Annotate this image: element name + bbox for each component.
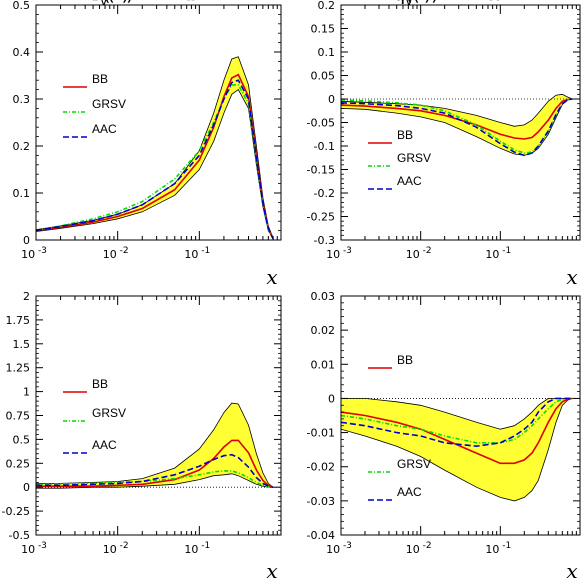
y-tick-label: 0 xyxy=(328,93,335,106)
legend-label-grsv: GRSV xyxy=(397,457,431,471)
y-tick-label: -0.01 xyxy=(307,427,335,440)
legend-label-aac: AAC xyxy=(397,485,422,499)
y-tick-label: 0 xyxy=(23,481,30,494)
series-line-bb xyxy=(340,98,573,140)
y-tick-label: 2 xyxy=(23,290,30,303)
x-tick-label: 10 -2 xyxy=(103,246,129,261)
series-line-bb xyxy=(340,397,573,465)
y-tick-label: 1.75 xyxy=(6,314,31,327)
legend-label-bb: BB xyxy=(92,72,108,86)
x-axis-label: x xyxy=(566,559,577,581)
y-tick-label: 0.2 xyxy=(318,0,336,12)
uncertainty-band xyxy=(35,402,275,489)
x-axis-label: x xyxy=(566,265,577,289)
panel-xdu-valence: 0 0.1 0.2 0.3 0.4 0.5 10 -3 10 -2 10 -1 xΔuv(x) −… xyxy=(13,0,282,289)
legend-label-aac: AAC xyxy=(92,438,117,452)
panel-title: xΔuv(x) − NLO xyxy=(64,0,201,8)
y-tick-label: -0.03 xyxy=(307,495,335,508)
y-tick-label: 0.5 xyxy=(13,433,31,446)
x-tick-label: 10 -2 xyxy=(103,541,129,556)
y-tick-label: 0.3 xyxy=(13,93,31,106)
y-tick-label: 0.05 xyxy=(311,70,336,83)
legend-label-grsv: GRSV xyxy=(397,151,431,165)
y-tick-label: 0 xyxy=(23,234,30,247)
y-tick-label: -0.1 xyxy=(314,140,335,153)
y-tick-label: 0.03 xyxy=(311,290,336,303)
legend-label-bb: BB xyxy=(397,128,413,142)
legend-label-bb: BB xyxy=(92,377,108,391)
x-tick-label: 10 -1 xyxy=(485,541,511,556)
y-tick-label: -0.2 xyxy=(314,187,335,200)
series-line-aac xyxy=(35,79,274,239)
y-tick-label: 0.1 xyxy=(318,46,336,59)
y-tick-label: 0.75 xyxy=(6,410,31,423)
y-tick-label: 0.2 xyxy=(13,140,31,153)
legend-label-grsv: GRSV xyxy=(92,406,126,420)
x-axis-label: x xyxy=(266,265,277,289)
x-tick-label: 10 -2 xyxy=(406,246,432,261)
y-tick-label: -0.25 xyxy=(307,211,335,224)
y-tick-label: -0.04 xyxy=(307,529,335,542)
x-tick-label: 10 -3 xyxy=(21,246,47,261)
series-line-grsv xyxy=(340,397,573,444)
y-tick-label: 0.01 xyxy=(311,358,336,371)
x-tick-label: 10 -3 xyxy=(326,246,352,261)
y-tick-label: 1 xyxy=(23,386,30,399)
panel-title: xΔq̄(x) − NLO xyxy=(369,0,498,5)
y-tick-label: 0.25 xyxy=(6,457,31,470)
y-tick-label: -0.15 xyxy=(307,164,335,177)
x-tick-label: 10 -1 xyxy=(485,246,511,261)
y-tick-label: 1.25 xyxy=(6,362,31,375)
series-line-grsv xyxy=(35,470,274,488)
y-tick-label: 0.02 xyxy=(311,324,336,337)
panel-title: xΔG(x) − NLO xyxy=(64,0,196,5)
y-tick-label: 0.15 xyxy=(311,23,336,36)
legend-label-bb: BB xyxy=(397,353,413,367)
y-tick-label: 0 xyxy=(328,392,335,405)
series-line-bb xyxy=(36,439,274,488)
panel-xdqbar-sea: -0.04 -0.03 -0.02 -0.01 0 0.01 0.02 0.03 10 -3 10… xyxy=(307,0,581,581)
panel-xdg-gluon: -0.5 -0.25 0 0.25 0.5 0.75 1 1.25 1.5 1.75 2 10 -3 1… xyxy=(2,0,282,581)
y-tick-label: -0.25 xyxy=(2,505,30,518)
panel-title: xΔdv(x) − NLO xyxy=(369,0,506,8)
x-tick-label: 10 -3 xyxy=(21,541,47,556)
y-tick-label: 0.5 xyxy=(13,0,31,12)
legend-label-grsv: GRSV xyxy=(92,97,126,111)
uncertainty-band xyxy=(35,56,274,241)
y-tick-label: -0.3 xyxy=(314,234,335,247)
x-tick-label: 10 -2 xyxy=(406,541,432,556)
y-tick-label: -0.05 xyxy=(307,117,335,130)
legend-label-aac: AAC xyxy=(397,174,422,188)
y-tick-label: 0.4 xyxy=(13,46,31,59)
series-line-aac xyxy=(36,453,274,488)
y-tick-label: 1.5 xyxy=(13,338,31,351)
x-tick-label: 10 -1 xyxy=(184,246,210,261)
y-tick-label: -0.5 xyxy=(9,529,30,542)
series-line-bb xyxy=(35,73,274,239)
series-line-aac xyxy=(340,397,573,448)
legend-label-aac: AAC xyxy=(92,122,117,136)
panel-xdd-valence: -0.3 -0.25 -0.2 -0.15 -0.1 -0.05 0 0.05 0.1 0.15 0… xyxy=(307,0,581,289)
y-tick-label: 0.1 xyxy=(13,187,31,200)
plot-frame xyxy=(35,4,282,241)
y-tick-label: -0.02 xyxy=(307,461,335,474)
x-tick-label: 10 -3 xyxy=(326,541,352,556)
x-tick-label: 10 -1 xyxy=(184,541,210,556)
series-line-grsv xyxy=(35,84,274,239)
plot-frame xyxy=(340,295,581,536)
x-axis-label: x xyxy=(266,559,277,581)
series-line-aac xyxy=(340,98,573,157)
